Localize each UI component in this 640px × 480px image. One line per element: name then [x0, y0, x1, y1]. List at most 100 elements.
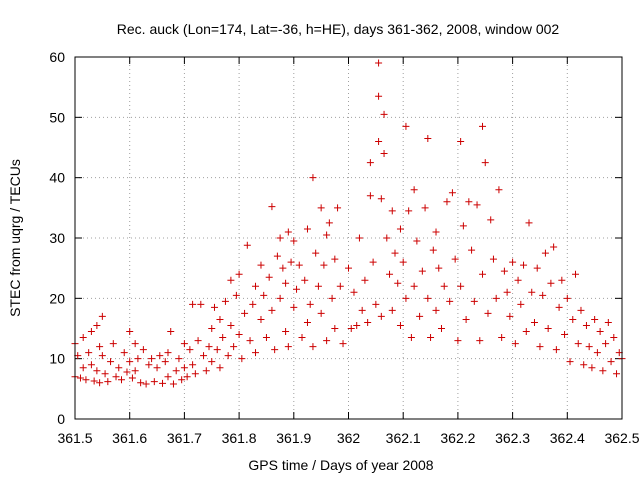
data-point [79, 364, 87, 372]
data-point [180, 364, 188, 372]
data-point [175, 355, 183, 363]
data-point [525, 219, 533, 227]
data-point [470, 297, 478, 305]
data-point [139, 346, 147, 354]
chart-title: Rec. auck (Lon=174, Lat=-36, h=HE), days… [117, 21, 560, 37]
plot-frame [74, 56, 623, 420]
data-point [432, 228, 440, 236]
data-point [134, 355, 142, 363]
x-tick-label: 361.9 [276, 430, 311, 446]
data-point [107, 358, 115, 366]
data-point [462, 315, 470, 323]
data-point [402, 294, 410, 302]
x-tick-label: 362 [337, 430, 361, 446]
data-point [561, 331, 569, 339]
data-point [273, 252, 281, 260]
data-point [90, 377, 98, 385]
data-point [167, 328, 175, 336]
data-point [402, 122, 410, 130]
data-point [437, 325, 445, 332]
data-point [252, 349, 260, 357]
data-point [268, 203, 276, 211]
data-point [178, 376, 186, 384]
x-tick-label: 362.4 [550, 430, 585, 446]
data-point [580, 361, 588, 369]
data-point [208, 358, 216, 366]
data-point [421, 204, 429, 212]
data-point [517, 300, 525, 308]
data-point [271, 346, 279, 354]
x-tick-label: 362.1 [386, 430, 421, 446]
data-point [268, 306, 276, 314]
y-tick-label: 50 [49, 109, 65, 125]
data-point [443, 198, 451, 206]
data-point [216, 315, 224, 323]
data-point [558, 276, 566, 284]
data-point [131, 367, 139, 375]
data-point [339, 340, 347, 348]
data-point [153, 364, 161, 372]
data-point [189, 361, 197, 369]
data-point [219, 334, 227, 342]
y-tick-label: 60 [49, 49, 65, 65]
data-point [282, 328, 290, 336]
data-point [317, 204, 325, 212]
data-point [375, 137, 383, 145]
data-point [216, 364, 224, 372]
data-point [459, 222, 467, 230]
data-point [574, 340, 582, 348]
data-point [607, 358, 615, 366]
data-point [380, 110, 388, 118]
data-point [416, 312, 424, 320]
data-point [96, 379, 104, 387]
y-tick-labels: 0 10 20 30 40 50 60 [49, 49, 65, 427]
data-point [164, 373, 172, 381]
data-point [569, 315, 577, 323]
data-point [317, 309, 325, 317]
data-point [585, 343, 593, 351]
data-point [221, 297, 229, 305]
data-point [309, 343, 317, 351]
data-point [87, 328, 95, 336]
data-point [613, 370, 621, 378]
data-point [361, 276, 369, 284]
data-point [440, 282, 448, 290]
data-point [610, 334, 618, 342]
data-point [150, 378, 158, 386]
data-point [503, 288, 511, 296]
x-tick-label: 362.2 [440, 430, 475, 446]
data-point [323, 231, 331, 239]
data-point [287, 258, 295, 266]
x-tick-label: 361.6 [112, 430, 147, 446]
data-point [172, 367, 180, 375]
data-point [243, 241, 251, 249]
y-tick-label: 10 [49, 351, 65, 367]
data-point [224, 352, 232, 360]
data-point [509, 258, 517, 266]
data-point [596, 328, 604, 336]
data-point [372, 300, 380, 308]
data-point [572, 270, 580, 278]
data-point [126, 328, 134, 336]
data-point [375, 59, 383, 67]
data-point [284, 228, 292, 236]
data-point [189, 300, 197, 308]
data-point [325, 219, 333, 227]
data-point [454, 337, 462, 345]
data-point [394, 279, 402, 287]
data-point [323, 337, 331, 345]
data-point [547, 279, 555, 287]
data-point [161, 358, 169, 366]
data-point [117, 376, 125, 384]
data-point [257, 315, 265, 323]
data-point [279, 264, 287, 272]
data-point [468, 246, 476, 254]
data-point [164, 349, 172, 357]
data-point [145, 361, 153, 369]
data-point [328, 294, 336, 302]
data-point [566, 358, 574, 366]
data-point [93, 321, 101, 329]
data-point [120, 349, 128, 357]
data-point [536, 343, 544, 351]
data-point [388, 207, 396, 215]
